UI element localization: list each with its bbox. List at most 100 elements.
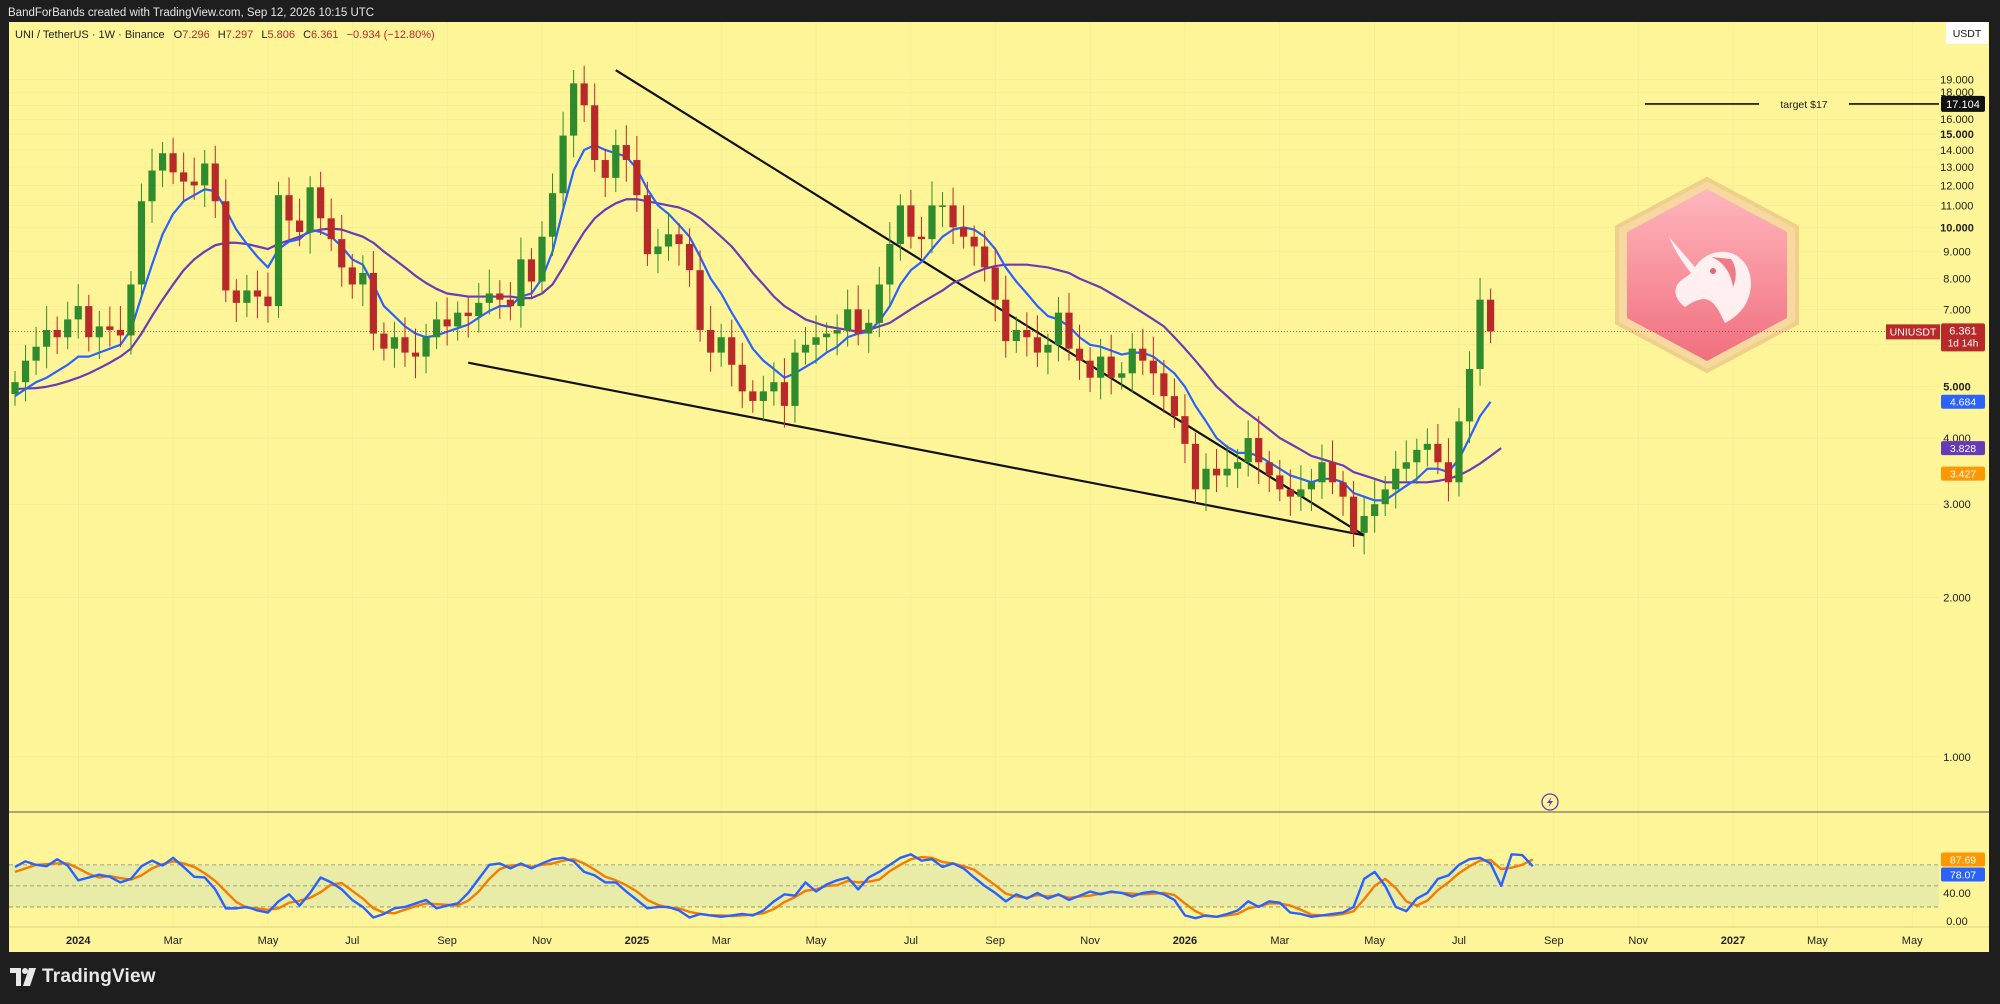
oscillator-pane bbox=[9, 811, 1989, 908]
time-tick-label: Jul bbox=[345, 935, 359, 947]
legend-change: −0.934 (−12.80%) bbox=[347, 29, 435, 41]
candle-body bbox=[359, 272, 367, 285]
time-tick-label: May bbox=[806, 935, 827, 947]
last-price-symbol: UNIUSDT bbox=[1890, 326, 1937, 338]
candle-body bbox=[1465, 369, 1474, 422]
candle-body bbox=[1149, 360, 1157, 374]
candle-body bbox=[991, 267, 999, 300]
currency-button[interactable]: USDT bbox=[1946, 22, 1988, 44]
candle-body bbox=[1455, 421, 1463, 483]
legend-h-value: 7.297 bbox=[226, 29, 254, 41]
candle-body bbox=[243, 290, 251, 303]
candle-body bbox=[390, 337, 399, 349]
candle-body bbox=[506, 299, 514, 307]
candle-body bbox=[348, 267, 356, 285]
stochastic-oscillator bbox=[14, 853, 1534, 920]
time-tick-label: Nov bbox=[1080, 935, 1100, 947]
brand-name: TradingView bbox=[42, 966, 156, 987]
candle-body bbox=[580, 83, 588, 106]
price-tick-label: 14.000 bbox=[1940, 145, 1974, 157]
time-tick-label: 2025 bbox=[625, 935, 649, 947]
candle-body bbox=[938, 205, 947, 207]
candle-body bbox=[422, 337, 430, 357]
candle-body bbox=[411, 352, 420, 357]
candle-body bbox=[654, 246, 662, 255]
candle-body bbox=[970, 236, 978, 247]
candle-body bbox=[981, 246, 989, 268]
candle-body bbox=[675, 234, 683, 245]
candle-body bbox=[844, 309, 852, 330]
candle-body bbox=[338, 239, 346, 268]
candle-body bbox=[295, 220, 304, 232]
candle-body bbox=[696, 270, 704, 330]
oscillator-tick-label: 40.00 bbox=[1943, 888, 1971, 900]
candle-body bbox=[1033, 337, 1041, 353]
candle-body bbox=[591, 105, 599, 161]
chart-area[interactable]: UNI / TetherUS · 1W · Binance O7.296 H7.… bbox=[9, 22, 1989, 952]
candle-body bbox=[1360, 516, 1368, 533]
time-tick-label: Mar bbox=[712, 935, 731, 947]
candle-body bbox=[53, 329, 61, 338]
trendlines[interactable] bbox=[468, 69, 1365, 537]
candle-body bbox=[1276, 475, 1284, 490]
candle-body bbox=[1381, 489, 1389, 505]
candle-body bbox=[1265, 462, 1273, 476]
candle-body bbox=[717, 337, 725, 353]
price-tick-label: 9.000 bbox=[1943, 247, 1971, 259]
candle-body bbox=[1170, 396, 1178, 417]
time-tick-label: 2027 bbox=[1721, 935, 1745, 947]
time-tick-label: 2026 bbox=[1173, 935, 1197, 947]
price-tick-label: 19.000 bbox=[1940, 75, 1974, 87]
candle-body bbox=[317, 187, 325, 219]
stoch-d-value: 87.69 bbox=[1950, 854, 1976, 866]
currency-button-label: USDT bbox=[1953, 28, 1982, 40]
candle-body bbox=[960, 227, 968, 237]
candle-body bbox=[949, 205, 957, 228]
candle-body bbox=[148, 170, 156, 202]
lightning-icon[interactable] bbox=[1541, 793, 1559, 811]
candle-body bbox=[527, 259, 536, 282]
candle-body bbox=[928, 205, 936, 240]
candle-body bbox=[570, 83, 578, 136]
legend-l-value: 5.806 bbox=[267, 29, 295, 41]
candle-body bbox=[1002, 299, 1010, 342]
time-tick-label: May bbox=[258, 935, 279, 947]
legend-l-label: L bbox=[261, 29, 267, 41]
candle-body bbox=[127, 284, 135, 336]
candle-body bbox=[1075, 348, 1084, 361]
candle-body bbox=[253, 290, 262, 297]
time-tick-label: Sep bbox=[1544, 935, 1564, 947]
candle-body bbox=[1328, 462, 1337, 483]
time-tick-label: Jul bbox=[1452, 935, 1466, 947]
candle-body bbox=[95, 326, 103, 338]
candle-body bbox=[1223, 468, 1231, 476]
candle-body bbox=[601, 160, 609, 178]
target-price-tag: 17.104 bbox=[1941, 95, 1985, 112]
price-axis[interactable]: 1.0002.0003.0004.0005.0006.0007.0008.000… bbox=[1940, 75, 1974, 928]
candle-body bbox=[1434, 443, 1442, 463]
candle-body bbox=[1255, 438, 1263, 463]
candle-body bbox=[896, 205, 904, 245]
candle-body bbox=[74, 306, 82, 320]
candle-body bbox=[770, 382, 778, 392]
candle-body bbox=[116, 329, 124, 336]
candle-body bbox=[11, 382, 19, 394]
price-chart[interactable]: UNI / TetherUS · 1W · Binance O7.296 H7.… bbox=[9, 22, 1989, 952]
legend-c-label: C bbox=[303, 29, 311, 41]
candle-body bbox=[759, 391, 767, 401]
candle-body bbox=[1202, 468, 1210, 490]
target-price-value: 17.104 bbox=[1946, 99, 1980, 111]
candle-body bbox=[1065, 312, 1073, 349]
candle-body bbox=[496, 293, 504, 300]
target-line[interactable]: target $17 bbox=[1645, 96, 1939, 111]
price-tick-label: 8.000 bbox=[1943, 274, 1971, 286]
candle-body bbox=[1118, 373, 1126, 378]
candle-body bbox=[1234, 462, 1242, 469]
legend-o-label: O bbox=[174, 29, 183, 41]
candle-body bbox=[622, 145, 630, 161]
candle-body bbox=[1307, 482, 1316, 490]
time-axis[interactable]: 2024 Mar May Jul Sep Nov 2025 Mar May Jul Sep Nov 20… bbox=[9, 926, 1989, 947]
tradingview-brand[interactable]: TradingView bbox=[10, 966, 156, 988]
candle-body bbox=[1371, 504, 1379, 517]
candle-body bbox=[443, 319, 451, 327]
